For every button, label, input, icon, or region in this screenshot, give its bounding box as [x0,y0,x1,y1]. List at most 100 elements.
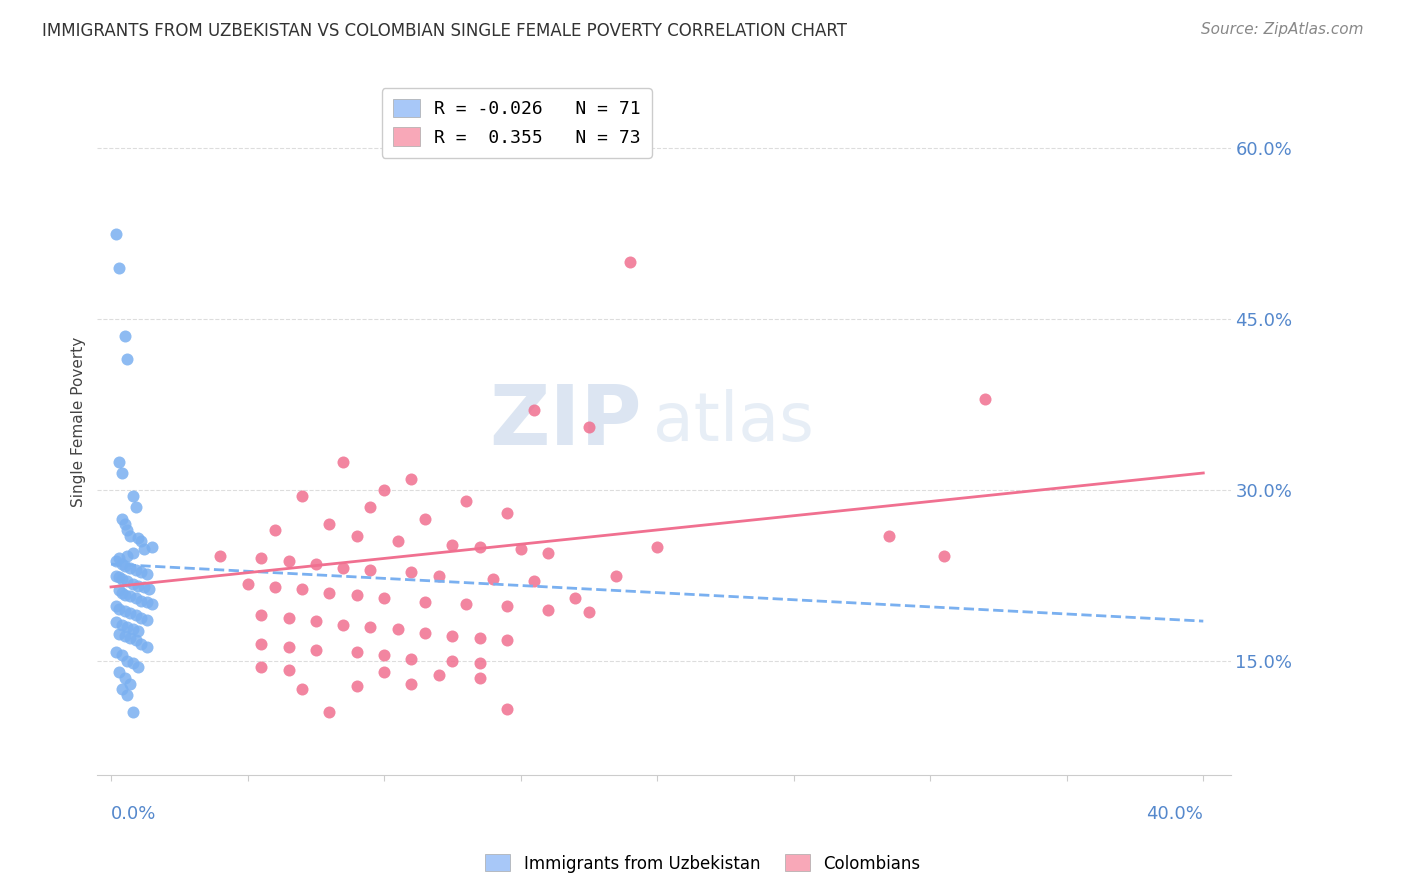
Point [250,637,273,651]
Text: atlas: atlas [652,389,814,455]
Point [291,682,314,697]
Point [346,588,368,602]
Point [277,663,299,677]
Point [468,671,491,685]
Point [114,329,136,343]
Point [250,551,273,566]
Point [135,567,157,582]
Y-axis label: Single Female Poverty: Single Female Poverty [72,336,86,507]
Point [578,605,600,619]
Point [121,546,143,560]
Point [482,572,505,586]
Point [124,608,146,623]
Point [236,576,259,591]
Point [114,588,136,602]
Point [605,568,627,582]
Point [413,625,436,640]
Point [454,597,477,611]
Point [359,500,381,515]
Point [359,620,381,634]
Point [401,651,423,665]
Point [114,559,136,574]
Point [427,568,450,582]
Point [277,640,299,655]
Point [111,557,134,571]
Point [117,688,139,702]
Point [250,659,273,673]
Point [441,654,464,668]
Point [318,517,340,532]
Point [121,657,143,671]
Point [129,637,152,651]
Point [346,529,368,543]
Point [619,255,641,269]
Point [496,599,519,614]
Legend: Immigrants from Uzbekistan, Colombians: Immigrants from Uzbekistan, Colombians [478,847,928,880]
Point [121,576,143,591]
Point [250,608,273,623]
Legend: R = -0.026   N = 71, R =  0.355   N = 73: R = -0.026 N = 71, R = 0.355 N = 73 [382,88,651,158]
Point [111,682,134,697]
Point [332,560,354,574]
Point [121,622,143,636]
Point [523,403,546,417]
Point [117,523,139,537]
Point [108,601,131,615]
Point [108,454,131,468]
Point [111,511,134,525]
Point [973,392,995,406]
Point [105,645,128,659]
Point [263,523,285,537]
Point [387,534,409,549]
Text: IMMIGRANTS FROM UZBEKISTAN VS COLOMBIAN SINGLE FEMALE POVERTY CORRELATION CHART: IMMIGRANTS FROM UZBEKISTAN VS COLOMBIAN … [42,22,848,40]
Point [564,591,586,606]
Point [932,549,955,564]
Point [117,574,139,589]
Point [111,617,134,632]
Point [413,595,436,609]
Point [373,591,395,606]
Point [135,640,157,655]
Point [108,583,131,598]
Point [373,665,395,680]
Point [111,585,134,599]
Point [120,677,142,691]
Point [413,511,436,525]
Point [427,667,450,681]
Point [121,489,143,503]
Point [441,538,464,552]
Point [537,603,560,617]
Point [387,622,409,636]
Point [401,677,423,691]
Point [117,352,139,367]
Point [114,671,136,685]
Point [114,604,136,618]
Point [496,506,519,520]
Point [291,582,314,597]
Point [373,483,395,497]
Point [124,591,146,606]
Point [537,546,560,560]
Point [132,542,155,557]
Point [114,517,136,532]
Point [468,657,491,671]
Point [332,454,354,468]
Point [401,565,423,579]
Point [120,529,142,543]
Point [373,648,395,663]
Point [263,580,285,594]
Point [291,489,314,503]
Point [129,565,152,579]
Point [111,648,134,663]
Point [108,665,131,680]
Point [359,563,381,577]
Point [509,542,531,557]
Point [117,549,139,564]
Point [305,614,328,628]
Point [129,610,152,624]
Point [121,705,143,719]
Point [209,549,232,564]
Point [468,631,491,645]
Point [441,629,464,643]
Point [124,500,146,515]
